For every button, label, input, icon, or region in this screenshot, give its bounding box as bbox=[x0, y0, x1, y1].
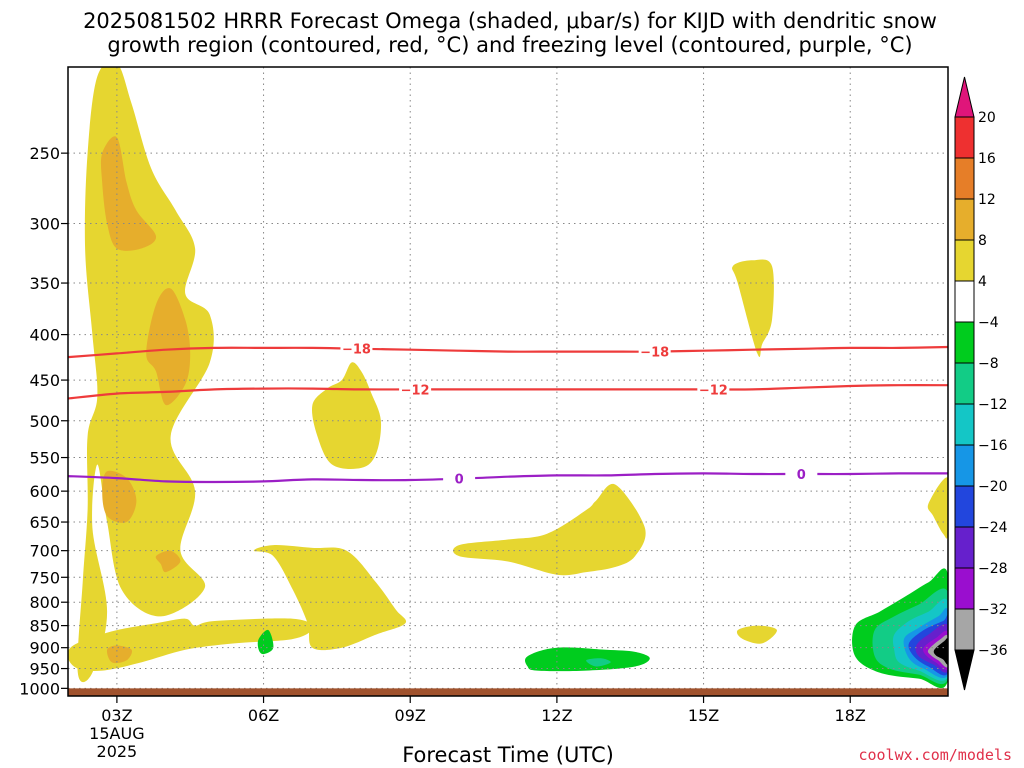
colorbar-tick-label-3: 8 bbox=[978, 233, 987, 249]
contour-label-2-0: 0 bbox=[455, 473, 464, 488]
contour-label-1-0: −12 bbox=[401, 383, 430, 398]
colorbar-band-12 bbox=[954, 608, 975, 651]
y-tick-label-10: 750 bbox=[29, 568, 60, 587]
y-tick-label-9: 700 bbox=[29, 542, 60, 561]
x-tick-label-5: 18Z bbox=[835, 706, 866, 725]
colorbar-tick-label-6: −8 bbox=[978, 356, 999, 372]
terrain-fill bbox=[68, 688, 948, 696]
contour-line-0 bbox=[68, 345, 948, 359]
chart-title-line-1: 2025081502 HRRR Forecast Omega (shaded, … bbox=[83, 9, 937, 33]
omega-region-1-4 bbox=[106, 645, 133, 664]
colorbar-bottom-triangle bbox=[954, 649, 975, 691]
contour-line-1 bbox=[68, 384, 948, 400]
x-tick-year: 2025 bbox=[97, 742, 138, 761]
omega-region-0-5 bbox=[732, 259, 774, 358]
colorbar-band-3 bbox=[954, 239, 975, 282]
colorbar-tick-label-1: 16 bbox=[978, 151, 996, 167]
y-tick-label-8: 650 bbox=[29, 513, 60, 532]
omega-shading bbox=[68, 67, 948, 688]
colorbar-tick-label-0: 20 bbox=[978, 110, 996, 126]
colorbar: 20 16 12 8 4 −4 −8 −12 −16 −20 −24 −28 −32 −36 bbox=[954, 76, 1008, 691]
colorbar-tick-label-7: −12 bbox=[978, 397, 1008, 413]
y-tick-label-1: 300 bbox=[29, 215, 60, 234]
omega-region-0-7 bbox=[927, 477, 948, 539]
colorbar-band-1 bbox=[954, 157, 975, 200]
colorbar-tick-label-12: −32 bbox=[978, 602, 1008, 618]
colorbar-tick-label-5: −4 bbox=[978, 315, 999, 331]
contour-label-2-1: 0 bbox=[797, 468, 806, 483]
x-tick-date: 15AUG bbox=[89, 724, 144, 743]
colorbar-tick-label-2: 12 bbox=[978, 192, 996, 208]
y-tick-label-15: 1000 bbox=[19, 679, 60, 698]
colorbar-top-triangle bbox=[954, 76, 975, 118]
colorbar-band-7 bbox=[954, 403, 975, 446]
x-axis-label: Forecast Time (UTC) bbox=[402, 743, 614, 767]
omega-region-2-1 bbox=[524, 647, 650, 672]
y-tick-label-5: 500 bbox=[29, 412, 60, 431]
colorbar-tick-label-11: −28 bbox=[978, 561, 1008, 577]
colorbar-band-6 bbox=[954, 362, 975, 405]
y-tick-label-14: 950 bbox=[29, 660, 60, 679]
colorbar-tick-label-10: −24 bbox=[978, 520, 1008, 536]
plot-frame bbox=[67, 66, 949, 697]
y-tick-label-0: 250 bbox=[29, 144, 60, 163]
x-tick-label-1: 06Z bbox=[248, 706, 279, 725]
colorbar-band-0 bbox=[954, 116, 975, 159]
contour-label-bg-0-0 bbox=[340, 340, 373, 357]
contour-label-bg-1-0 bbox=[399, 381, 432, 398]
chart-title-line-2: growth region (contoured, red, °C) and f… bbox=[107, 33, 912, 57]
y-tick-label-7: 600 bbox=[29, 482, 60, 501]
colorbar-tick-label-4: 4 bbox=[978, 274, 987, 290]
x-tick-label-0: 03Z bbox=[101, 706, 132, 725]
y-tick-label-13: 900 bbox=[29, 639, 60, 658]
x-tick-label-3: 12Z bbox=[541, 706, 572, 725]
contour-label-bg-2-0 bbox=[443, 470, 476, 487]
x-tick-label-4: 15Z bbox=[688, 706, 719, 725]
contour-label-bg-1-1 bbox=[697, 381, 730, 398]
colorbar-tick-label-8: −16 bbox=[978, 438, 1008, 454]
omega-region-1-0 bbox=[100, 136, 157, 251]
x-tick-label-2: 09Z bbox=[395, 706, 426, 725]
y-axis: 250 300 350 400 450 500 550 600 650 700 750 800 850 9… bbox=[19, 144, 68, 698]
colorbar-band-9 bbox=[954, 485, 975, 528]
colorbar-band-2 bbox=[954, 198, 975, 241]
y-tick-label-11: 800 bbox=[29, 593, 60, 612]
colorbar-band-8 bbox=[954, 444, 975, 487]
y-tick-label-6: 550 bbox=[29, 449, 60, 468]
omega-region-0-3 bbox=[253, 545, 407, 651]
contour-label-0-1: −18 bbox=[640, 346, 669, 361]
temperature-contours: −18 −18 −12 −12 0 0 bbox=[68, 340, 948, 488]
contour-label-0-0: −18 bbox=[342, 343, 371, 358]
colorbar-band-4 bbox=[954, 280, 975, 323]
omega-region-1-1 bbox=[146, 288, 191, 406]
terrain bbox=[68, 688, 948, 696]
contour-label-bg-2-1 bbox=[785, 466, 818, 483]
colorbar-band-11 bbox=[954, 567, 975, 610]
omega-region-1-2 bbox=[102, 470, 137, 523]
colorbar-band-10 bbox=[954, 526, 975, 569]
omega-region-0-6 bbox=[736, 625, 777, 644]
omega-region-3-0 bbox=[586, 658, 611, 667]
omega-region-1-3 bbox=[155, 550, 181, 573]
plot-area bbox=[68, 67, 948, 696]
colorbar-band-5 bbox=[954, 321, 975, 364]
contour-label-1-1: −12 bbox=[699, 383, 728, 398]
colorbar-tick-label-13: −36 bbox=[978, 643, 1008, 659]
colorbar-tick-label-9: −20 bbox=[978, 479, 1008, 495]
contour-label-bg-0-1 bbox=[638, 343, 671, 360]
omega-region-10-0 bbox=[933, 638, 948, 665]
y-tick-label-3: 400 bbox=[29, 326, 60, 345]
y-tick-label-4: 450 bbox=[29, 371, 60, 390]
omega-region-0-4 bbox=[453, 483, 646, 576]
y-tick-label-12: 850 bbox=[29, 617, 60, 636]
y-tick-label-2: 350 bbox=[29, 274, 60, 293]
credit-text: coolwx.com/models bbox=[858, 746, 1012, 764]
